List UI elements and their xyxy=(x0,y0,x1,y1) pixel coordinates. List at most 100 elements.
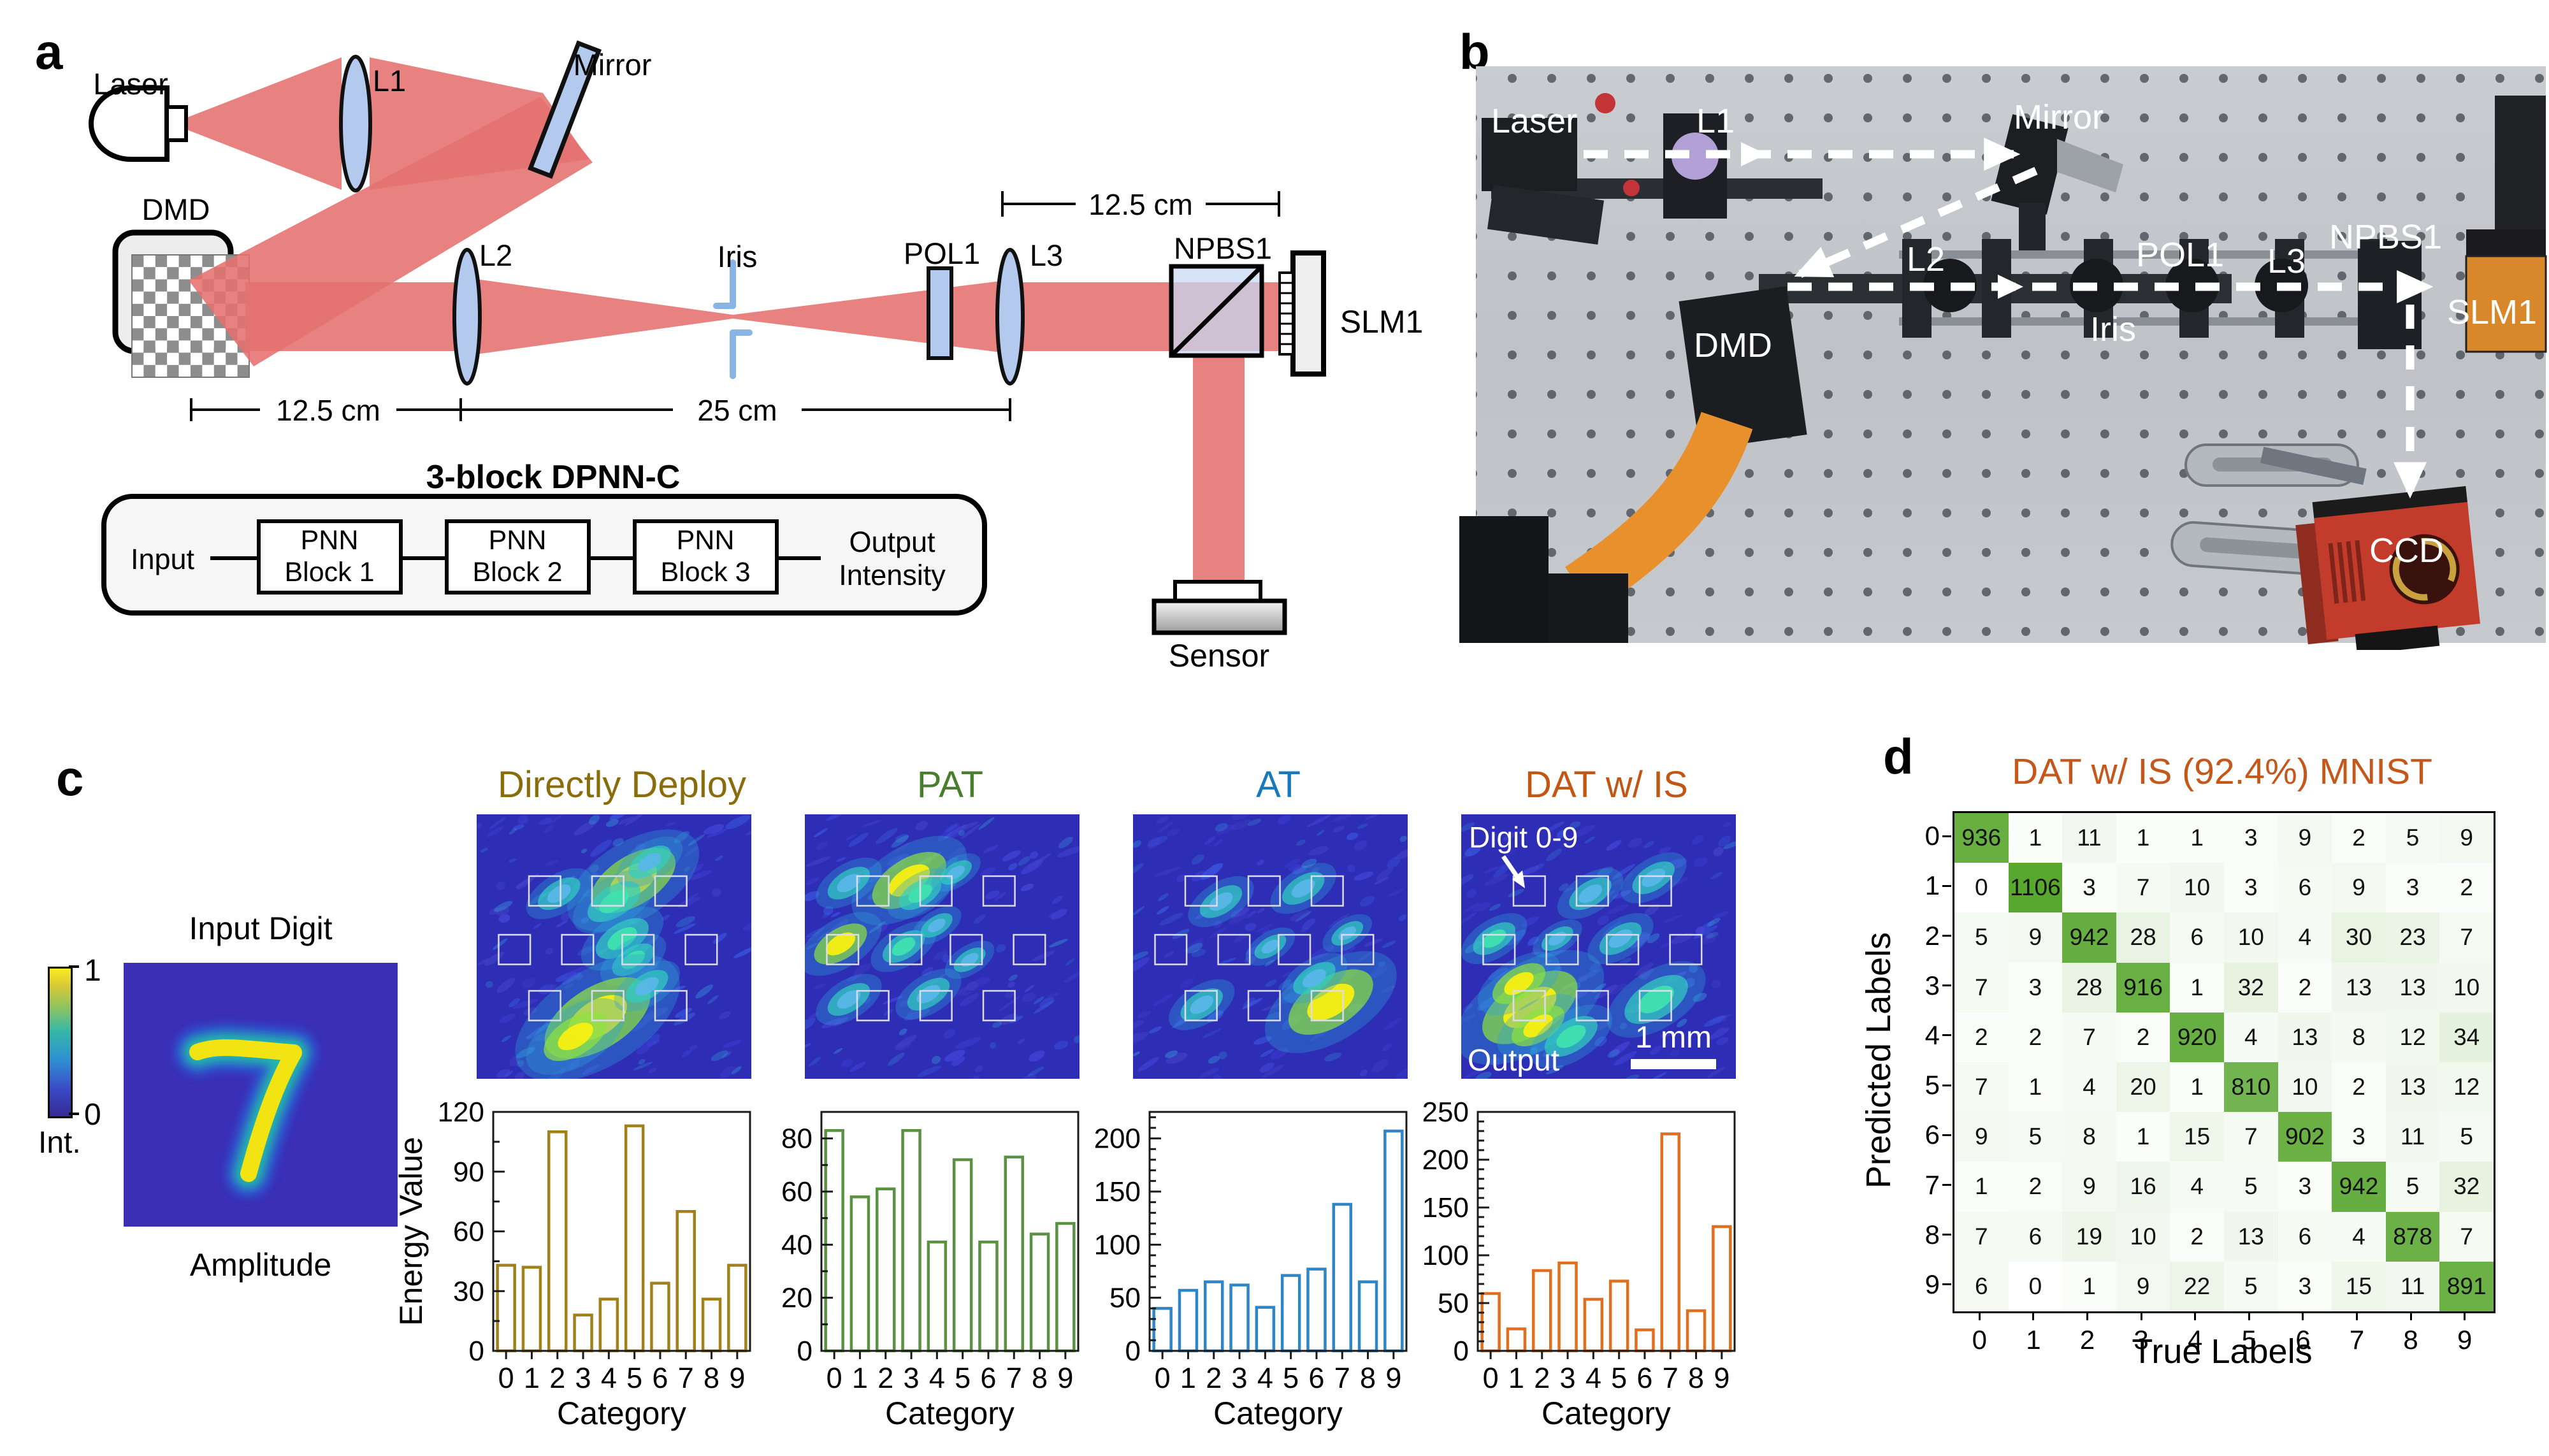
dim-top-right: 12.5 cm xyxy=(1088,188,1193,221)
y-ticks xyxy=(1150,1116,1161,1352)
confusion-matrix-title: DAT w/ IS (92.4%) MNIST xyxy=(2012,751,2432,792)
detector-boxes xyxy=(498,875,718,1021)
dpnn-output-line2: Intensity xyxy=(839,559,946,591)
bar-at-6 xyxy=(1306,1267,1327,1353)
matrix-row-tick xyxy=(1942,1134,1951,1136)
x-tick-label: 5 xyxy=(1283,1362,1299,1394)
y-tick-label: 100 xyxy=(1094,1229,1141,1260)
matrix-col-tick xyxy=(2194,1311,2197,1320)
matrix-col-tick xyxy=(1978,1311,1981,1320)
pol1-label: POL1 xyxy=(904,236,980,270)
speckle-hotspots xyxy=(1169,863,1397,1053)
output-annotation: Output xyxy=(1468,1044,1559,1078)
photo-npbs1-label: NPBS1 xyxy=(2329,218,2442,256)
photo-dmd-label: DMD xyxy=(1694,326,1772,364)
matrix-cell-0-0: 936 xyxy=(1954,813,2009,863)
bar-dat_is-8 xyxy=(1686,1309,1707,1353)
x-tick-label: 1 xyxy=(1180,1362,1196,1394)
npbs1-label: NPBS1 xyxy=(1174,231,1272,265)
matrix-cell-8-3: 10 xyxy=(2116,1211,2170,1262)
bar-directly_deploy-2 xyxy=(547,1130,568,1353)
dpnn-output-line1: Output xyxy=(849,526,935,558)
matrix-cell-5-6: 10 xyxy=(2278,1062,2332,1113)
bar-dat_is-1 xyxy=(1506,1327,1527,1353)
pnn-block2-line1: PNN xyxy=(489,525,547,556)
y-tick-label: 200 xyxy=(1422,1144,1469,1176)
matrix-col-label-6: 6 xyxy=(2295,1325,2311,1355)
bar-pat-6 xyxy=(978,1240,999,1353)
photo-components xyxy=(1459,93,2547,650)
matrix-cell-2-8: 23 xyxy=(2385,912,2440,963)
x-tick-label: 3 xyxy=(1232,1362,1248,1394)
y-tick-label: 30 xyxy=(453,1276,484,1307)
digit-seven-glyph xyxy=(174,1024,317,1197)
y-tick-label: 20 xyxy=(781,1283,812,1314)
matrix-cell-0-9: 9 xyxy=(2439,813,2494,863)
input-digit-title: Input Digit xyxy=(189,911,333,946)
y-tick-label: 90 xyxy=(453,1157,484,1188)
matrix-cell-6-3: 1 xyxy=(2116,1112,2170,1162)
colorbar-min: 0 xyxy=(84,1098,101,1132)
bar-pat-2 xyxy=(876,1187,896,1353)
matrix-cell-1-4: 10 xyxy=(2170,863,2224,913)
matrix-cell-5-3: 20 xyxy=(2116,1062,2170,1113)
lens-l1-icon xyxy=(339,55,372,192)
matrix-cell-6-7: 3 xyxy=(2332,1112,2386,1162)
y-ticks xyxy=(1478,1111,1489,1352)
matrix-row-tick xyxy=(1942,1283,1951,1286)
matrix-cell-4-0: 2 xyxy=(1954,1012,2009,1062)
x-tick-label: 4 xyxy=(1257,1362,1273,1394)
matrix-cell-3-7: 13 xyxy=(2332,962,2386,1013)
column-title-at: AT xyxy=(1256,764,1301,805)
matrix-cell-8-2: 19 xyxy=(2062,1211,2116,1262)
ccd-camera xyxy=(2295,486,2480,650)
matrix-cell-4-5: 4 xyxy=(2223,1012,2278,1062)
x-tick-label: 6 xyxy=(652,1362,668,1394)
x-tick-label: 3 xyxy=(904,1362,920,1394)
l3-label: L3 xyxy=(1030,238,1063,272)
mirror-icon xyxy=(527,40,602,179)
y-ticks xyxy=(493,1111,505,1352)
x-tick-label: 8 xyxy=(704,1362,719,1394)
matrix-col-label-8: 8 xyxy=(2403,1325,2418,1355)
predicted-labels-axis: Predicted Labels xyxy=(1859,932,1898,1189)
chart-frame xyxy=(1148,1111,1408,1352)
beam-path-arrows xyxy=(1584,138,2434,499)
matrix-row-label-0: 0 xyxy=(1924,821,1940,851)
matrix-col-tick xyxy=(2409,1311,2412,1320)
x-tick-label: 2 xyxy=(877,1362,893,1394)
colorbar-label: Int. xyxy=(38,1126,81,1160)
bar-at-2 xyxy=(1204,1280,1224,1353)
matrix-cell-6-2: 8 xyxy=(2062,1112,2116,1162)
sensor-label: Sensor xyxy=(1169,638,1269,674)
column-title-dat-is: DAT w/ IS xyxy=(1525,764,1688,805)
x-tick-label: 7 xyxy=(1663,1362,1679,1394)
x-tick-label: 2 xyxy=(1534,1362,1550,1394)
x-tick-label: 6 xyxy=(980,1362,996,1394)
matrix-row-label-2: 2 xyxy=(1924,920,1940,951)
matrix-cell-7-7: 942 xyxy=(2332,1162,2386,1212)
matrix-cell-1-2: 3 xyxy=(2062,863,2116,913)
matrix-cell-5-9: 12 xyxy=(2439,1062,2494,1113)
matrix-row-tick xyxy=(1942,935,1951,937)
y-tick-label: 0 xyxy=(469,1336,484,1367)
y-tick-label: 120 xyxy=(438,1097,484,1128)
x-tick-label: 0 xyxy=(498,1362,514,1394)
matrix-cell-3-8: 13 xyxy=(2385,962,2440,1013)
matrix-cell-5-8: 13 xyxy=(2385,1062,2440,1113)
slm1-label: SLM1 xyxy=(1340,304,1424,340)
matrix-cell-1-8: 3 xyxy=(2385,863,2440,913)
matrix-cell-4-6: 13 xyxy=(2278,1012,2332,1062)
photo-laser-label: Laser xyxy=(1491,102,1577,140)
slm1-icon xyxy=(1278,250,1326,377)
speckle-hotspots xyxy=(805,835,995,1025)
colorbar-tick-top xyxy=(69,965,79,968)
pnn-block3-line1: PNN xyxy=(677,525,735,556)
x-tick-label: 1 xyxy=(852,1362,868,1394)
matrix-cell-9-9: 891 xyxy=(2439,1261,2494,1311)
x-tick-label: 4 xyxy=(1585,1362,1601,1394)
matrix-cell-5-7: 2 xyxy=(2332,1062,2386,1113)
detector-boxes xyxy=(1154,875,1375,1021)
